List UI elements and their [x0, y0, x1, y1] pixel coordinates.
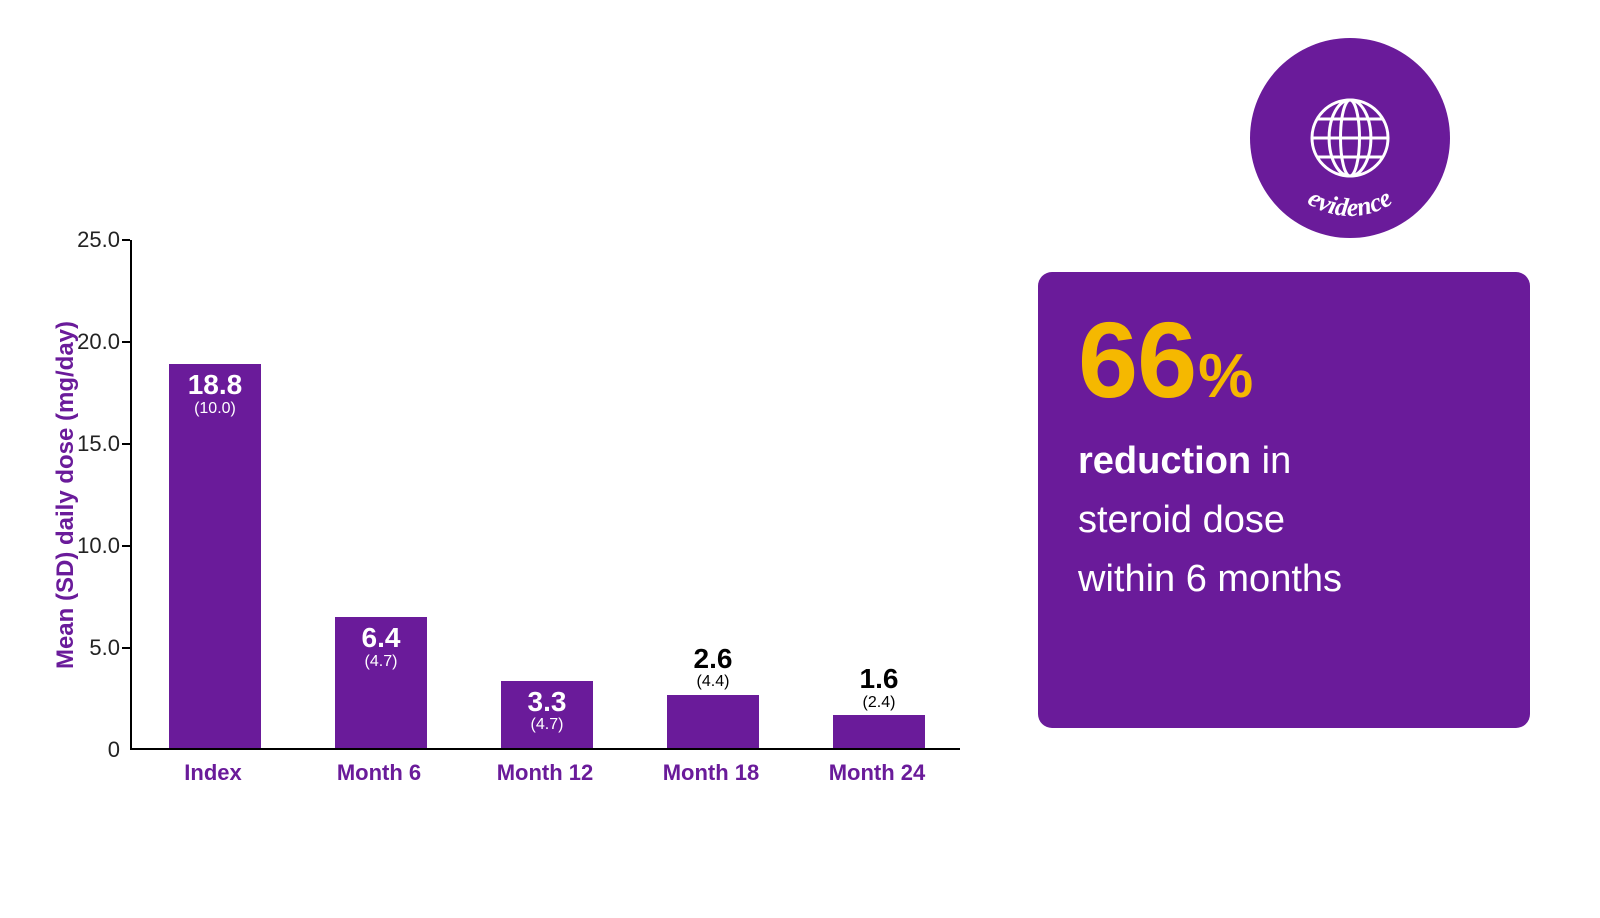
badge-text-bottom: evidence — [1303, 183, 1396, 222]
y-tick-mark — [122, 647, 130, 649]
callout-headline: 66% — [1078, 306, 1490, 414]
y-axis-title: Mean (SD) daily dose (mg/day) — [52, 321, 80, 669]
bar-value-group: 1.6(2.4) — [779, 664, 979, 711]
bar: 3.3(4.7) — [501, 681, 592, 748]
y-tick-mark — [122, 443, 130, 445]
bar-sd: (4.7) — [281, 653, 481, 671]
bar-value-group: 6.4(4.7) — [281, 623, 481, 670]
globe-icon — [1312, 100, 1388, 176]
callout-line-2: steroid dose — [1078, 491, 1490, 550]
dose-bar-chart: 18.8(10.0)6.4(4.7)3.3(4.7)2.6(4.4)1.6(2.… — [130, 240, 960, 750]
headline-number: 66 — [1078, 299, 1196, 420]
y-tick-mark — [122, 545, 130, 547]
category-label: Month 6 — [337, 750, 421, 786]
callout-strong: reduction — [1078, 440, 1251, 482]
real-world-evidence-badge: Real-worlevidence — [1250, 38, 1450, 238]
bar-value: 3.3 — [447, 687, 647, 716]
bar-value-group: 18.8(10.0) — [115, 370, 315, 417]
category-label: Month 12 — [497, 750, 594, 786]
callout-line-1: reduction in — [1078, 432, 1490, 491]
y-tick-mark — [122, 341, 130, 343]
bar-sd: (2.4) — [779, 694, 979, 712]
y-tick-mark — [122, 239, 130, 241]
bar: 6.4(4.7) — [335, 617, 426, 748]
bar-value: 1.6 — [779, 664, 979, 693]
callout-rest-1: in — [1251, 440, 1291, 482]
category-label: Month 18 — [663, 750, 760, 786]
bar-sd: (4.7) — [447, 716, 647, 734]
bar: 18.8(10.0) — [169, 364, 260, 748]
reduction-callout: 66%reduction insteroid dosewithin 6 mont… — [1038, 272, 1530, 728]
bar-value: 18.8 — [115, 370, 315, 399]
y-tick-label: 0 — [108, 737, 130, 763]
headline-percent: % — [1196, 342, 1253, 411]
category-label: Index — [184, 750, 241, 786]
bar-value-group: 3.3(4.7) — [447, 687, 647, 734]
callout-line-3: within 6 months — [1078, 550, 1490, 609]
category-label: Month 24 — [829, 750, 926, 786]
bar-sd: (10.0) — [115, 400, 315, 418]
bar-value: 6.4 — [281, 623, 481, 652]
bar: 1.6(2.4) — [833, 715, 924, 748]
plot-area: 18.8(10.0)6.4(4.7)3.3(4.7)2.6(4.4)1.6(2.… — [130, 240, 960, 750]
bar: 2.6(4.4) — [667, 695, 758, 748]
